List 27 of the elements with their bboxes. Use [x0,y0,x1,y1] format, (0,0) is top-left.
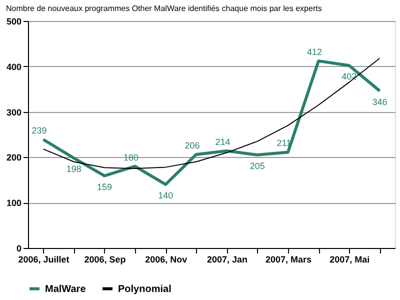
data-label: 205 [250,160,265,171]
chart-title: Nombre de nouveaux programmes Other MalWare identifiés chaque mois par les experts [6,4,322,13]
data-label: 402 [342,71,357,82]
x-tick-label: 2007, Mars [265,254,312,264]
x-tick-label: 2007, Jan [207,254,248,264]
x-tick-label: 2006, Sep [84,254,126,264]
legend-label: MalWare [45,284,86,295]
legend-label: Polynomial [118,284,172,295]
y-tick-label: 200 [6,152,22,163]
x-tick-label: 2007, Mai [330,254,370,264]
y-tick-label: 500 [6,16,22,26]
data-label: 206 [184,140,200,150]
data-label: 346 [372,96,388,107]
data-label: 211 [276,138,292,148]
data-label: 198 [66,164,82,174]
y-tick-label: 400 [6,62,22,72]
data-label: 239 [32,125,47,136]
data-label: 180 [124,152,139,162]
y-tick-label: 0 [16,244,22,254]
data-label: 412 [307,46,322,57]
x-tick-label: 2006, Juillet [18,254,70,264]
data-label: 214 [215,136,230,147]
y-tick-label: 100 [6,198,22,208]
data-label: 159 [96,182,112,192]
y-tick-label: 300 [6,107,22,118]
x-tick-label: 2006, Nov [145,254,188,264]
data-label: 140 [158,190,174,200]
